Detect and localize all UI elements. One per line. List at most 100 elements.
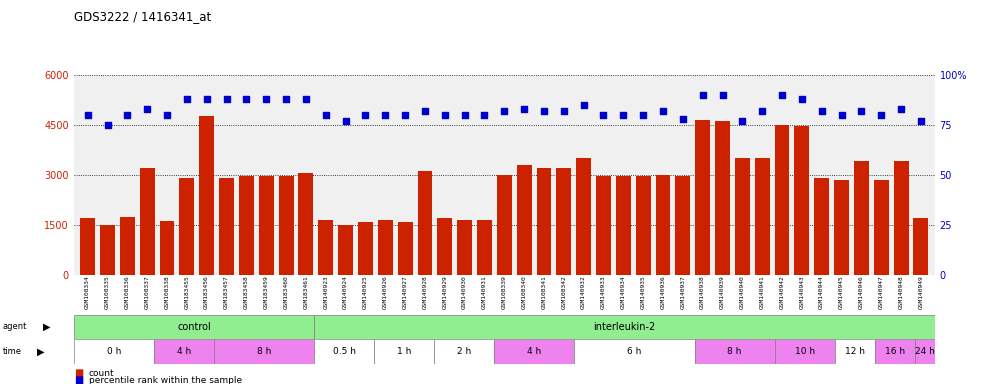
Bar (219, 178, 234, 275)
Bar (517, 165, 531, 275)
Text: GSM140931: GSM140931 (482, 275, 487, 309)
Point (140, 106, 155, 112)
Bar (140, 168, 154, 275)
Bar (834, 339, 875, 364)
Bar (338, 225, 353, 275)
Bar (815, 178, 830, 275)
Point (615, 112, 631, 118)
Bar (314, 339, 374, 364)
Text: GSM140946: GSM140946 (859, 275, 864, 309)
Bar (159, 221, 174, 275)
Bar (214, 339, 314, 364)
Bar (398, 222, 412, 275)
Text: GDS3222 / 1416341_at: GDS3222 / 1416341_at (74, 10, 211, 23)
Point (398, 112, 413, 118)
Text: GSM140942: GSM140942 (779, 275, 784, 309)
Bar (154, 339, 214, 364)
Bar (318, 220, 334, 275)
Point (853, 108, 869, 114)
Text: GSM140925: GSM140925 (363, 275, 368, 309)
Point (655, 108, 671, 114)
Text: 6 h: 6 h (627, 347, 642, 356)
Text: GSM140947: GSM140947 (879, 275, 884, 309)
Bar (74, 315, 314, 339)
Point (517, 106, 532, 112)
Text: 2 h: 2 h (458, 347, 471, 356)
Bar (437, 218, 453, 275)
Text: GSM140934: GSM140934 (621, 275, 626, 309)
Bar (74, 339, 154, 364)
Text: 8 h: 8 h (727, 347, 742, 356)
Point (318, 112, 334, 118)
Bar (874, 180, 889, 275)
Text: ■: ■ (74, 368, 83, 378)
Point (476, 112, 492, 118)
Bar (239, 176, 254, 275)
Point (695, 92, 710, 98)
Text: GSM140927: GSM140927 (402, 275, 407, 309)
Text: 0.5 h: 0.5 h (333, 347, 355, 356)
Bar (477, 220, 492, 275)
Text: GSM140936: GSM140936 (660, 275, 665, 309)
Text: count: count (89, 369, 114, 378)
Point (755, 108, 770, 114)
Point (457, 112, 472, 118)
Bar (458, 220, 472, 275)
Text: 1 h: 1 h (397, 347, 411, 356)
Point (179, 96, 195, 102)
Bar (575, 339, 695, 364)
Point (814, 108, 830, 114)
Text: GSM140941: GSM140941 (760, 275, 765, 309)
Text: GSM140933: GSM140933 (601, 275, 606, 309)
Text: 8 h: 8 h (257, 347, 272, 356)
Bar (417, 171, 432, 275)
Point (259, 96, 275, 102)
Point (734, 118, 750, 124)
Point (338, 118, 353, 124)
Text: 10 h: 10 h (795, 347, 815, 356)
Bar (774, 125, 789, 275)
Point (833, 112, 849, 118)
Bar (755, 158, 769, 275)
Bar (378, 220, 393, 275)
Text: GSM140948: GSM140948 (898, 275, 903, 309)
Text: GSM140929: GSM140929 (442, 275, 448, 309)
Point (794, 96, 810, 102)
Bar (200, 116, 215, 275)
Bar (834, 180, 849, 275)
Point (556, 108, 572, 114)
Point (576, 102, 591, 108)
Text: 12 h: 12 h (844, 347, 865, 356)
Text: GSM140938: GSM140938 (701, 275, 706, 309)
Text: ▶: ▶ (43, 322, 51, 332)
Bar (556, 168, 572, 275)
Text: time: time (3, 347, 22, 356)
Text: GSM108341: GSM108341 (541, 275, 546, 309)
Bar (179, 178, 194, 275)
Point (893, 106, 909, 112)
Text: GSM183457: GSM183457 (224, 275, 229, 309)
Bar (278, 176, 293, 275)
Bar (259, 176, 274, 275)
Bar (636, 176, 650, 275)
Point (913, 118, 929, 124)
Text: GSM140949: GSM140949 (918, 275, 923, 309)
Bar (81, 218, 95, 275)
Bar (774, 339, 834, 364)
Bar (735, 158, 750, 275)
Text: GSM183456: GSM183456 (205, 275, 210, 309)
Point (595, 112, 611, 118)
Text: GSM108342: GSM108342 (561, 275, 567, 309)
Text: GSM140926: GSM140926 (383, 275, 388, 309)
Bar (854, 161, 869, 275)
Text: GSM140923: GSM140923 (324, 275, 329, 309)
Text: GSM140944: GSM140944 (820, 275, 825, 309)
Point (238, 96, 254, 102)
Bar (120, 217, 135, 275)
Text: GSM140937: GSM140937 (680, 275, 685, 309)
Text: GSM183455: GSM183455 (184, 275, 189, 309)
Point (159, 112, 175, 118)
Point (80, 112, 95, 118)
Bar (298, 173, 313, 275)
Bar (314, 315, 935, 339)
